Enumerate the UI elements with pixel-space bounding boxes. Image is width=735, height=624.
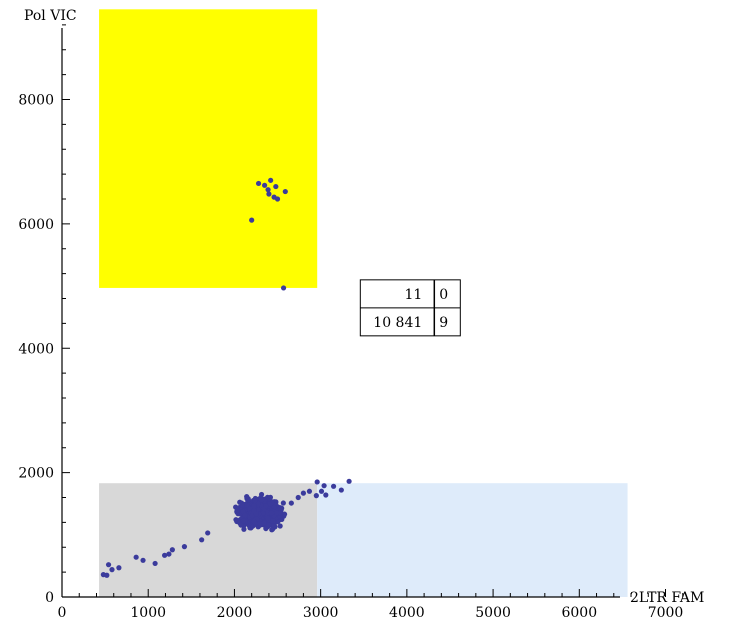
- axes: 0 2000 4000 6000 8000 0 1000 2000 3000 4000 5000 6…: [18, 24, 684, 621]
- data-point: [321, 483, 327, 489]
- data-point: [181, 544, 188, 550]
- data-point: [109, 567, 115, 573]
- count-table-cell: 9: [439, 315, 448, 331]
- x-axis-title: 2LTR FAM: [630, 590, 704, 606]
- data-point: [251, 507, 257, 513]
- data-point: [273, 510, 280, 516]
- data-point: [241, 526, 247, 532]
- data-point: [265, 515, 271, 521]
- data-point: [265, 187, 271, 193]
- data-point: [104, 572, 110, 578]
- data-point: [105, 562, 112, 568]
- data-point: [266, 191, 272, 197]
- data-point: [249, 512, 255, 519]
- data-point: [300, 490, 307, 496]
- data-point: [235, 507, 241, 513]
- count-table: 11 0 10 841 9: [359, 279, 461, 337]
- data-point: [255, 507, 261, 513]
- data-point: [271, 523, 277, 529]
- x-tick-label: 5000: [475, 605, 511, 621]
- data-point: [346, 478, 352, 484]
- data-point: [338, 487, 344, 493]
- data-point: [166, 551, 172, 557]
- data-point: [280, 285, 287, 291]
- data-point: [251, 518, 257, 524]
- data-point: [249, 217, 255, 223]
- data-point: [205, 530, 211, 536]
- data-point: [152, 560, 158, 567]
- data-point: [258, 497, 265, 503]
- count-table-cell: 11: [404, 287, 422, 303]
- data-point: [263, 503, 269, 509]
- data-point: [273, 183, 279, 190]
- data-point: [261, 520, 267, 526]
- data-point: [116, 565, 122, 571]
- data-point: [282, 188, 288, 195]
- data-point: [255, 180, 262, 187]
- data-point: [251, 502, 257, 509]
- data-point: [269, 527, 275, 533]
- data-point: [314, 479, 320, 485]
- data-point: [281, 511, 288, 517]
- data-point: [161, 552, 168, 558]
- x-tick-label: 4000: [389, 605, 425, 621]
- x-tick-label: 3000: [303, 605, 339, 621]
- data-point: [140, 557, 146, 563]
- data-point: [277, 523, 283, 529]
- x-tick-label: 6000: [561, 605, 597, 621]
- data-point: [318, 488, 325, 494]
- data-point: [266, 501, 273, 507]
- y-tick-label: 4000: [18, 341, 54, 357]
- data-point: [241, 518, 247, 524]
- y-tick-label: 0: [45, 590, 54, 606]
- data-point: [240, 508, 246, 515]
- data-point: [262, 182, 268, 188]
- data-point: [288, 500, 294, 506]
- data-point: [245, 497, 251, 503]
- data-point: [274, 196, 281, 202]
- data-point: [270, 518, 276, 524]
- x-axis-ticks: 0 1000 2000 3000 4000 5000 6000 7000: [58, 589, 684, 621]
- count-table-cell: 10 841: [373, 315, 422, 331]
- data-point: [268, 177, 274, 183]
- x-tick-label: 1000: [130, 605, 166, 621]
- y-tick-label: 2000: [18, 466, 54, 482]
- y-tick-label: 6000: [18, 217, 54, 233]
- y-tick-label: 8000: [18, 93, 54, 109]
- data-point: [133, 554, 139, 560]
- gate-regions: [99, 9, 628, 597]
- x-tick-label: 2000: [217, 605, 253, 621]
- data-point: [253, 511, 260, 517]
- data-point: [313, 493, 319, 499]
- data-point: [280, 500, 286, 506]
- data-point: [169, 547, 175, 553]
- y-axis-title: Pol VIC: [24, 8, 77, 24]
- data-point: [260, 510, 266, 516]
- data-point: [257, 520, 263, 526]
- blue-gate-region: [317, 483, 628, 597]
- data-points: [100, 177, 352, 578]
- y-axis-ticks: 0 2000 4000 6000 8000: [18, 24, 70, 606]
- data-point: [242, 512, 248, 518]
- data-point: [252, 498, 258, 504]
- data-point: [238, 522, 244, 528]
- x-tick-label: 0: [58, 605, 67, 621]
- gray-gate-region: [99, 483, 318, 597]
- data-point: [295, 494, 301, 501]
- data-point: [323, 492, 329, 498]
- x-tick-label: 7000: [648, 605, 684, 621]
- data-point: [330, 483, 337, 489]
- data-point: [199, 537, 205, 543]
- data-point: [275, 519, 281, 525]
- data-point: [306, 488, 313, 494]
- count-table-cell: 0: [439, 287, 448, 303]
- data-point: [268, 510, 275, 516]
- data-point: [265, 522, 272, 528]
- yellow-gate-region: [99, 9, 318, 288]
- data-point: [237, 499, 243, 505]
